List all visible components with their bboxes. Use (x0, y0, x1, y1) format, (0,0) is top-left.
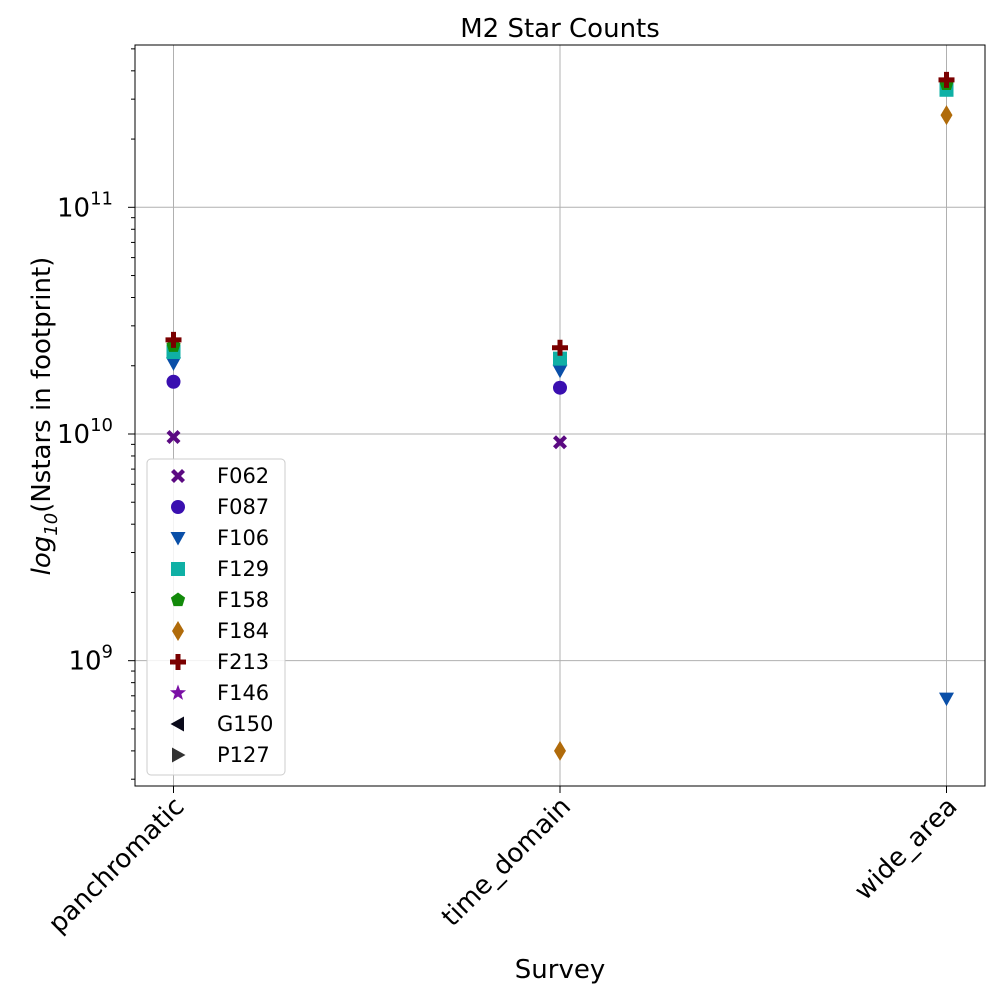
legend-label: F146 (217, 681, 269, 705)
legend-label: F106 (217, 526, 269, 550)
data-point-f062 (166, 429, 181, 444)
legend: F062 F087 F106 F129 F158 F184 F213 F146 G150 P127 (146, 458, 286, 776)
legend-label: F062 (217, 464, 269, 488)
points-layer (165, 71, 955, 761)
y-axis-label-sub: 10 (41, 513, 62, 536)
y-axis-label-log: log (27, 536, 57, 576)
legend-marker-f146 (169, 684, 187, 700)
legend-marker-f106 (170, 532, 186, 546)
x-tick-label: panchromatic (43, 792, 191, 940)
legend-label: P127 (217, 743, 270, 767)
data-point-f106 (552, 364, 568, 379)
y-tick-label: 109 (68, 642, 113, 677)
legend-label: G150 (217, 712, 273, 736)
data-point-f106 (939, 692, 954, 707)
y-axis-label: log10(Nstars in footprint) (27, 257, 62, 576)
data-point-f184 (554, 740, 566, 761)
y-tick-label: 1010 (57, 415, 113, 450)
x-axis-label: Survey (515, 955, 605, 985)
legend-marker-f158 (170, 592, 186, 607)
legend-label: F087 (217, 495, 269, 519)
x-tick-label: wide_area (849, 792, 964, 907)
legend-label: F184 (217, 619, 269, 643)
data-point-f184 (940, 105, 953, 126)
legend-marker-g150 (170, 716, 184, 732)
y-axis-label-rest: (Nstars in footprint) (27, 257, 57, 513)
legend-marker-f062 (171, 469, 185, 483)
data-point-f213 (552, 339, 568, 356)
legend-marker-f184 (172, 621, 184, 641)
data-point-f106 (166, 357, 181, 371)
legend-marker-f213 (170, 654, 186, 670)
data-point-f087 (166, 374, 181, 389)
chart-title: M2 Star Counts (460, 14, 660, 44)
legend-label: F213 (217, 650, 269, 674)
legend-label: F158 (217, 588, 269, 612)
data-point-f213 (938, 71, 955, 88)
y-tick-label: 1011 (57, 188, 113, 223)
data-point-f087 (553, 380, 567, 395)
data-point-f213 (165, 331, 182, 348)
legend-label: F129 (217, 557, 269, 581)
legend-marker-f087 (171, 500, 185, 514)
x-tick-label: time_domain (436, 792, 577, 933)
data-point-f129 (553, 351, 567, 366)
legend-marker-p127 (172, 747, 186, 763)
data-point-f062 (553, 435, 567, 450)
legend-marker-f129 (171, 562, 185, 576)
